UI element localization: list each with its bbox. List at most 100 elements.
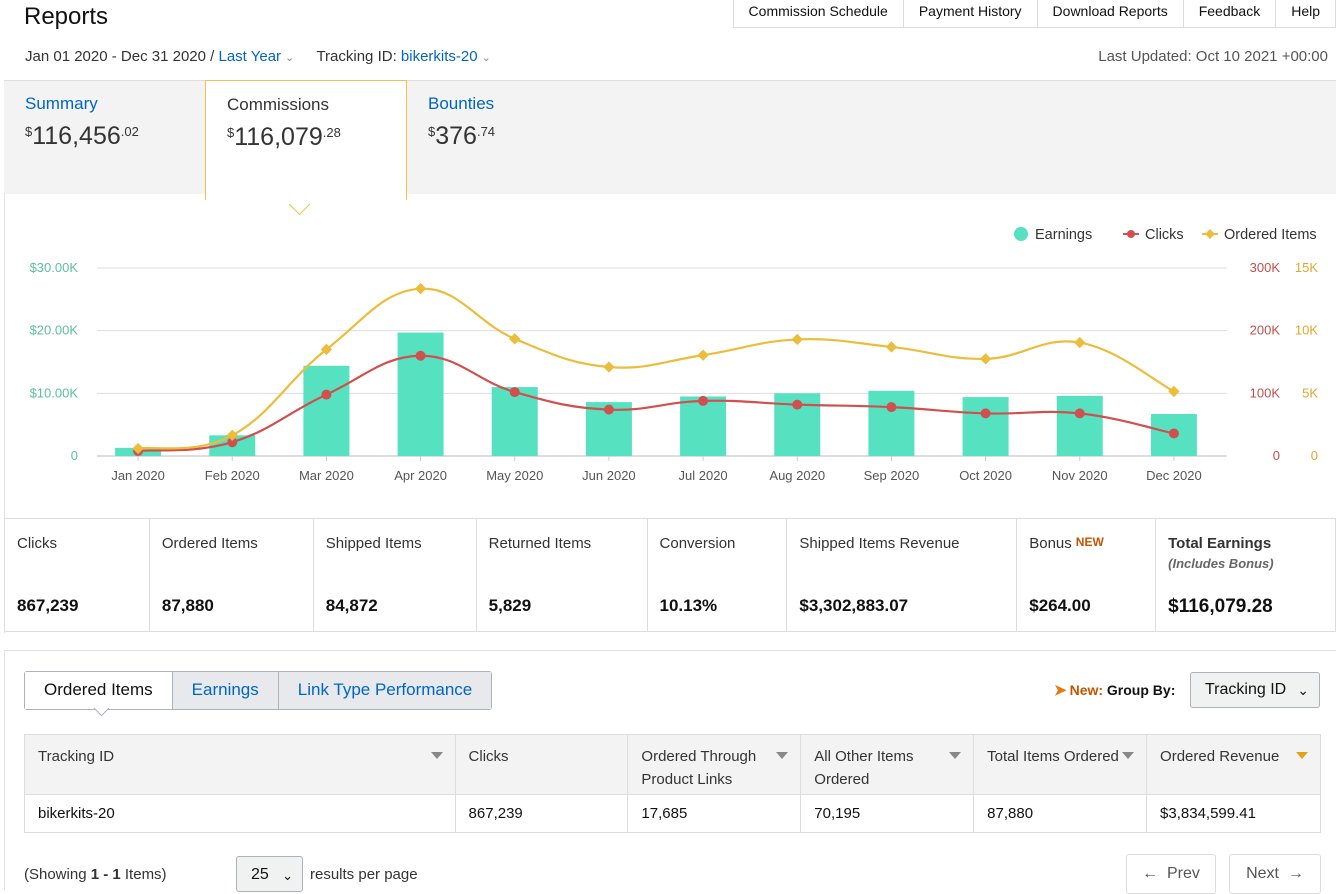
cell-other-items: 70,195 [800,794,975,833]
period-dropdown[interactable]: Last Year [218,48,282,65]
clicks-point [1074,408,1085,419]
tab-earnings[interactable]: Earnings [171,672,278,709]
left-axis-tick: 0 [71,448,78,463]
clicks-point [980,408,991,419]
tab-commissions[interactable]: Commissions $116,079.28 [205,80,407,200]
stat-ordered-items: Ordered Items 87,880 [150,519,314,631]
stat-value: $3,302,883.07 [799,596,909,615]
help-button[interactable]: Help [1275,0,1336,28]
commission-schedule-button[interactable]: Commission Schedule [732,0,904,28]
clicks-point [886,402,897,413]
x-axis-label: Apr 2020 [394,468,447,483]
left-axis-tick: $10.00K [30,385,79,400]
next-button[interactable]: Next → [1229,854,1321,894]
column-header-clicks[interactable]: Clicks [454,734,629,795]
bar [868,390,915,456]
sort-icon[interactable] [949,752,962,759]
arrow-left-icon: ← [1142,865,1159,882]
x-axis-label: Jul 2020 [679,468,728,483]
summary-band [4,80,1336,194]
cell-clicks: 867,239 [454,794,629,833]
x-axis-label: May 2020 [486,468,543,483]
x-axis-label: Sep 2020 [864,468,920,483]
sort-icon[interactable] [430,752,443,759]
ordered-items-point [226,429,238,441]
tab-link-type-performance[interactable]: Link Type Performance [277,672,492,709]
table-header-row: Tracking ID Clicks Ordered Through Produ… [24,734,1321,795]
legend-clicks-marker [1127,230,1135,238]
stat-label: Shipped Items Revenue [799,535,960,552]
ordered-items-point [885,341,898,353]
ordered-items-point [603,361,615,373]
per-page-select[interactable]: 25 ⌄ [236,856,303,892]
prev-button[interactable]: ← Prev [1126,854,1216,894]
cell-total-items: 87,880 [973,794,1148,833]
left-axis-tick: $30.00K [30,260,79,275]
chart-card: 0 0 0 $10.00K 100K 5K $20.00K 200K 10K $30.00K 300… [4,193,1336,633]
stat-value: 84,872 [325,596,378,615]
legend-earnings-swatch [1014,227,1028,241]
column-header-ordered-through-links[interactable]: Ordered Through Product Links [627,734,802,795]
tab-bounties[interactable]: Bounties $376.74 [428,94,495,151]
last-updated: Last Updated: Oct 10 2021 +00:00 [1098,48,1328,65]
clicks-point [792,399,803,410]
bounties-amount: $376.74 [428,122,496,150]
chevron-down-icon[interactable]: ⌄ [481,52,491,64]
stat-label: Conversion [659,535,736,552]
ordered-items-line [137,287,1175,450]
bar [962,397,1009,456]
x-axis-label: Oct 2020 [959,468,1012,483]
sort-icon[interactable] [1122,752,1135,759]
arrow-right-icon: → [1287,865,1304,882]
ordered-items-point [1074,336,1086,349]
stat-value: 867,239 [17,596,79,615]
tracking-table: Tracking ID Clicks Ordered Through Produ… [24,734,1321,833]
tab-bounties-label: Bounties [428,94,495,113]
cell-tracking-id[interactable]: bikerkits-20 [24,794,456,833]
chevron-down-icon[interactable]: ⌄ [285,52,295,64]
summary-amount: $116,456.02 [25,122,139,150]
group-by-select[interactable]: Tracking ID ⌄ [1190,672,1320,708]
right-axis-items-tick: 0 [1311,448,1318,463]
legend-label: Ordered Items [1224,227,1317,243]
tab-summary[interactable]: Summary $116,456.02 [25,94,139,151]
column-header-ordered-revenue[interactable]: Ordered Revenue [1146,734,1321,795]
new-label: New: [1069,682,1104,698]
column-header-total-items[interactable]: Total Items Ordered [973,734,1148,795]
column-header-other-items[interactable]: All Other Items Ordered [800,734,975,795]
sort-desc-icon[interactable] [1296,752,1308,759]
new-badge: NEW [1075,535,1104,549]
x-axis-label: Dec 2020 [1146,468,1202,483]
clicks-point [1168,428,1179,439]
legend-label: Clicks [1145,227,1184,243]
tab-summary-label: Summary [25,94,98,113]
chevron-down-icon: ⌄ [1297,682,1309,698]
column-header-tracking-id[interactable]: Tracking ID [24,734,456,795]
feedback-button[interactable]: Feedback [1182,0,1277,28]
ordered-items-point [1168,385,1180,398]
stat-value: 10.13% [659,596,718,615]
download-reports-button[interactable]: Download Reports [1036,0,1184,28]
payment-history-button[interactable]: Payment History [902,0,1038,28]
clicks-point [509,387,520,398]
bar [303,365,350,456]
ordered-items-point [509,333,521,345]
group-by-value: Tracking ID [1205,681,1287,698]
ordered-items-point [132,442,144,455]
tab-commissions-label: Commissions [227,95,330,114]
stats-row: Clicks 867,239 Ordered Items 87,880 Shipped … [4,518,1336,632]
date-range: Jan 01 2020 - Dec 31 2020 [25,48,206,65]
stat-label: Ordered Items [161,535,258,552]
clicks-point [603,404,614,415]
sort-icon[interactable] [776,752,789,759]
stat-value: 5,829 [488,596,532,615]
table-row: bikerkits-20 867,239 17,685 70,195 87,88… [24,794,1321,833]
tracking-label: Tracking ID: [316,48,397,65]
tracking-id-dropdown[interactable]: bikerkits-20 [400,48,478,65]
bar [1056,395,1103,456]
x-axis-label: Nov 2020 [1052,468,1108,483]
legend-label: Earnings [1035,227,1092,243]
stat-label: Clicks [17,535,57,552]
per-page-label: results per page [310,866,418,883]
stat-shipped-items-revenue: Shipped Items Revenue $3,302,883.07 [787,519,1018,631]
